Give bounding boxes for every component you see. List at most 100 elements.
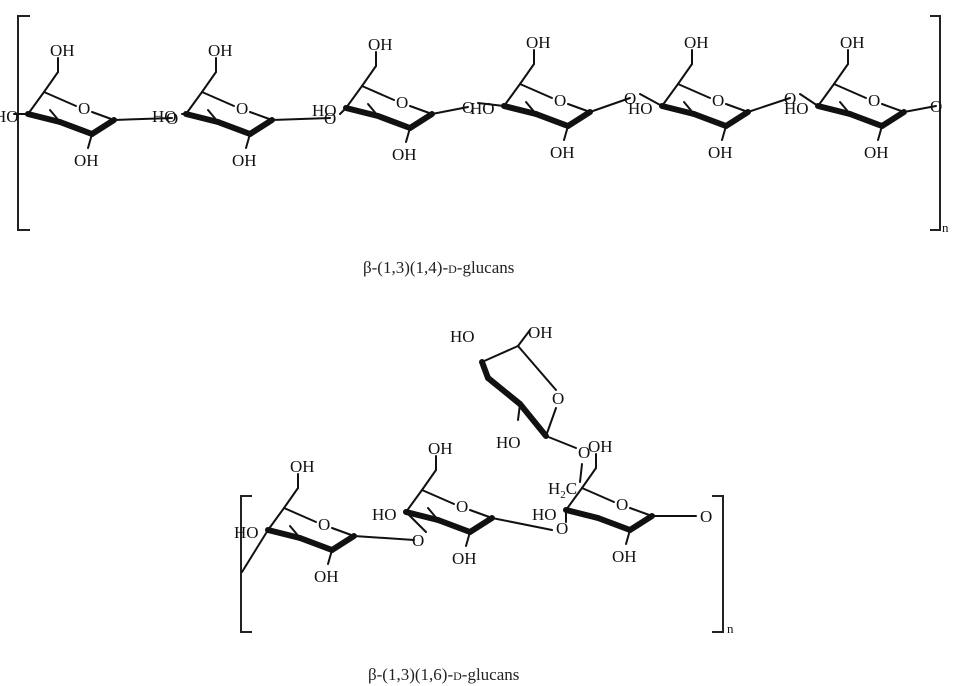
- bond: [49, 109, 61, 123]
- glycosidic-oxygen-3: O: [462, 98, 474, 117]
- c3-ho-label: HO: [372, 505, 397, 524]
- bond: [563, 125, 569, 141]
- c3-ho-label: HO: [312, 101, 337, 120]
- wedge-bond: [467, 515, 495, 535]
- wedge-bond: [563, 507, 601, 521]
- bond: [491, 517, 553, 531]
- branch-ring-oxygen: O: [552, 389, 564, 408]
- bond: [405, 511, 427, 533]
- c2-oh-label: OH: [550, 143, 575, 162]
- wedge-bond: [517, 401, 549, 439]
- glucose-unit-1: O OH OH HO: [0, 41, 117, 170]
- bond: [185, 91, 203, 115]
- bond: [327, 549, 333, 565]
- wedge-bond: [25, 111, 63, 125]
- wedge-bond: [329, 533, 357, 553]
- bond: [747, 97, 791, 113]
- ring-oxygen-label: O: [456, 497, 468, 516]
- wedge-bond: [595, 515, 633, 533]
- methylene-label: H2C: [548, 479, 577, 501]
- glucose-unit-2: O OH OH HO: [152, 41, 275, 170]
- wedge-bond: [533, 111, 571, 129]
- bond: [345, 85, 363, 109]
- ring-oxygen-label: O: [318, 515, 330, 534]
- glucose-unit-b1: O OH OH HO: [234, 457, 357, 586]
- bond: [625, 529, 631, 545]
- glucose-unit-5: O OH OH HO: [628, 33, 751, 162]
- glucose-unit-3: O OH OH HO: [312, 35, 435, 164]
- c2-oh-label: OH: [392, 145, 417, 164]
- diagram1-caption: β-(1,3)(1,4)-D-glucans: [363, 258, 514, 277]
- wedge-bond: [183, 111, 221, 125]
- bond: [725, 103, 749, 113]
- wedge-bond: [879, 109, 907, 129]
- bond: [361, 85, 395, 101]
- bond: [267, 507, 285, 531]
- c3-ho-label: HO: [152, 107, 177, 126]
- bond: [27, 91, 45, 115]
- wedge-bond: [57, 119, 95, 137]
- bond: [245, 133, 251, 149]
- hydroxymethyl-oh-label: OH: [368, 35, 393, 54]
- bond: [581, 487, 615, 503]
- bond: [427, 507, 439, 521]
- right-bracket-2: [712, 495, 724, 633]
- bond: [361, 65, 377, 87]
- wedge-bond: [815, 103, 853, 117]
- branch-glycosidic-oxygen: O: [578, 443, 590, 462]
- bond: [289, 525, 301, 539]
- diagram2-caption: β-(1,3)(1,6)-D-glucans: [368, 665, 519, 684]
- bond: [283, 507, 317, 523]
- wedge-bond: [407, 111, 435, 131]
- bond: [87, 133, 93, 149]
- bond: [581, 467, 597, 489]
- wedge-bond: [659, 103, 697, 117]
- bond: [91, 111, 115, 121]
- bond: [339, 107, 347, 115]
- c3-ho-label: HO: [234, 523, 259, 542]
- ring-oxygen-label: O: [78, 99, 90, 118]
- bond: [639, 93, 663, 107]
- bond: [249, 111, 273, 121]
- c3-ho-label-b3: HO: [532, 505, 557, 524]
- wedge-bond: [565, 109, 593, 129]
- bond: [201, 71, 217, 93]
- bond: [519, 83, 553, 99]
- bond: [677, 63, 693, 85]
- wedge-bond: [247, 117, 275, 137]
- c2-oh-label: OH: [232, 151, 257, 170]
- hydroxymethyl-oh-label: OH: [526, 33, 551, 52]
- wedge-bond: [343, 105, 381, 119]
- bond: [881, 103, 905, 113]
- bond: [683, 101, 695, 115]
- bond: [405, 489, 423, 513]
- ring-oxygen-label: O: [616, 495, 628, 514]
- bond: [469, 509, 493, 519]
- wedge-bond: [215, 119, 253, 137]
- bond: [517, 329, 531, 347]
- bond: [353, 535, 415, 541]
- bond: [817, 83, 835, 107]
- chain-end-left-2: [241, 529, 269, 573]
- hydroxymethyl-oh-label: OH: [290, 457, 315, 476]
- bond: [431, 106, 469, 115]
- hydroxymethyl-oh-label: OH: [208, 41, 233, 60]
- bond: [477, 102, 505, 107]
- hydroxymethyl-oh-label: OH: [684, 33, 709, 52]
- bond: [503, 83, 521, 107]
- wedge-bond: [723, 109, 751, 129]
- c2-oh-label: OH: [452, 549, 477, 568]
- bond: [721, 125, 727, 141]
- wedge-bond: [485, 375, 523, 407]
- hydroxymethyl-oh-label: OH: [588, 437, 613, 456]
- bond: [525, 101, 537, 115]
- branch-ho-top-left: HO: [450, 327, 475, 346]
- bond: [465, 531, 471, 547]
- c2-oh-label: OH: [708, 143, 733, 162]
- c2-oh-label: OH: [612, 547, 637, 566]
- hydroxymethyl-oh-label: OH: [840, 33, 865, 52]
